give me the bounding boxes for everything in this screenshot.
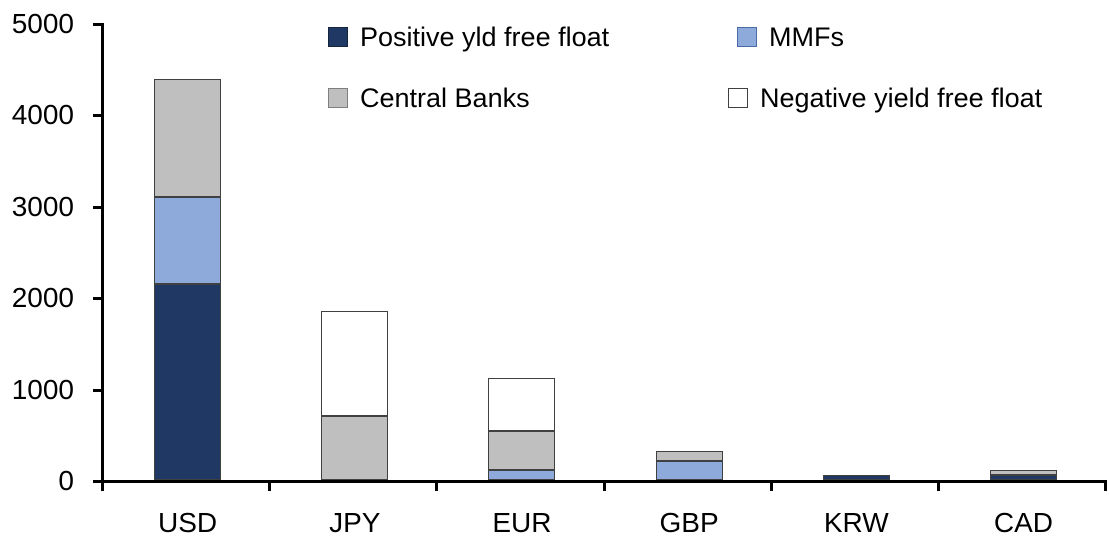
bar-segment-krw-positive-yld-free-float — [822, 475, 890, 480]
bar-segment-eur-negative-yield-free-float — [488, 377, 556, 431]
legend-label: MMFs — [769, 21, 844, 52]
y-axis-tick — [93, 297, 101, 301]
y-tick-label: 4000 — [11, 99, 74, 131]
x-axis-tick — [602, 483, 606, 491]
bar-segment-cad-positive-yld-free-float — [989, 474, 1057, 480]
legend-swatch-icon — [728, 88, 748, 108]
x-category-label-usd: USD — [158, 507, 218, 538]
legend-swatch-icon — [328, 88, 348, 108]
y-tick-label: 5000 — [11, 8, 74, 39]
x-axis-tick — [1104, 483, 1107, 491]
legend-label: Negative yield free float — [760, 82, 1043, 113]
y-axis-tick — [93, 23, 101, 26]
x-axis-tick — [435, 483, 439, 491]
bar-segment-usd-mmfs — [154, 196, 222, 284]
plot-area — [101, 23, 1107, 483]
bar-segment-gbp-central-banks — [655, 450, 723, 461]
x-axis-tick — [936, 483, 940, 491]
y-tick-label: 3000 — [11, 190, 74, 222]
y-tick-label: 1000 — [11, 373, 74, 405]
y-tick-label: 2000 — [11, 282, 74, 314]
y-tick-label: 0 — [58, 465, 74, 496]
y-axis-tick — [93, 388, 101, 392]
legend-item-mmfs: MMFs — [737, 22, 844, 52]
y-axis-tick — [93, 205, 101, 209]
bar-segment-jpy-negative-yield-free-float — [321, 310, 389, 417]
legend-label: Central Banks — [360, 82, 530, 113]
bar-segment-usd-central-banks — [154, 78, 222, 197]
bar-segment-cad-central-banks — [989, 469, 1057, 475]
bar-segment-usd-positive-yld-free-float — [154, 283, 222, 480]
y-axis-tick — [93, 480, 101, 483]
legend-swatch-icon — [737, 27, 757, 47]
x-category-label-jpy: JPY — [329, 507, 381, 538]
bar-segment-jpy-central-banks — [321, 416, 389, 480]
bar-segment-eur-central-banks — [488, 430, 556, 470]
x-category-label-eur: EUR — [492, 507, 552, 538]
legend-item-negative-yield-free-float: Negative yield free float — [728, 83, 1042, 113]
legend-label: Positive yld free float — [360, 21, 610, 52]
legend-item-positive-yld-free-float: Positive yld free float — [328, 22, 609, 52]
x-category-label-cad: CAD — [993, 507, 1053, 538]
x-category-label-gbp: GBP — [659, 507, 719, 538]
legend-swatch-icon — [328, 27, 348, 47]
x-axis-tick — [769, 483, 773, 491]
x-category-label-krw: KRW — [823, 507, 889, 538]
y-axis-tick — [93, 114, 101, 118]
bar-segment-eur-mmfs — [488, 469, 556, 480]
bar-segment-gbp-mmfs — [655, 460, 723, 480]
legend-item-central-banks: Central Banks — [328, 83, 530, 113]
x-axis-tick — [268, 483, 272, 491]
x-axis-tick — [101, 483, 104, 491]
